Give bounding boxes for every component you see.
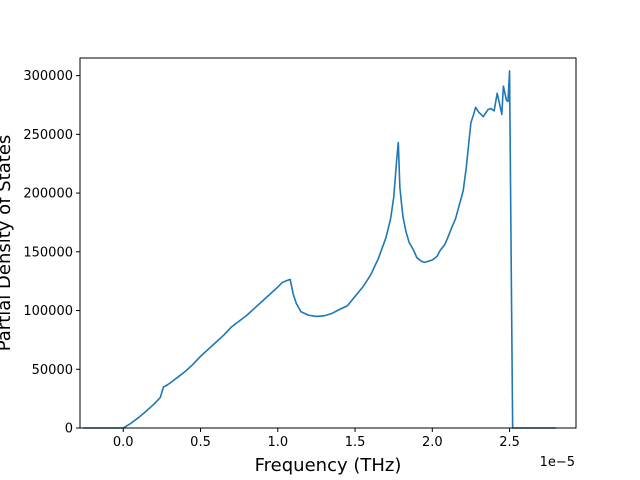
y-tick-label: 100000 [23, 304, 73, 319]
axes-frame [79, 57, 577, 429]
y-tick-label: 50000 [32, 363, 73, 378]
series-line-0 [83, 70, 556, 429]
y-tick-label: 300000 [23, 69, 73, 84]
x-axis-label: Frequency (THz) [255, 455, 402, 476]
x-axis-offset-label: 1e−5 [540, 455, 575, 470]
x-tick-label: 2.0 [422, 435, 443, 450]
y-tick-label: 0 [65, 422, 73, 437]
x-tick-label: 2.5 [499, 435, 520, 450]
x-tick-label: 0.0 [113, 435, 134, 450]
y-tick-label: 150000 [23, 245, 73, 260]
x-tick-label: 1.0 [267, 435, 288, 450]
x-tick-label: 1.5 [345, 435, 366, 450]
x-tick-label: 0.5 [190, 435, 211, 450]
y-tick-label: 250000 [23, 128, 73, 143]
y-tick-label: 200000 [23, 187, 73, 202]
y-axis-label: Partial Density of States [0, 135, 15, 352]
